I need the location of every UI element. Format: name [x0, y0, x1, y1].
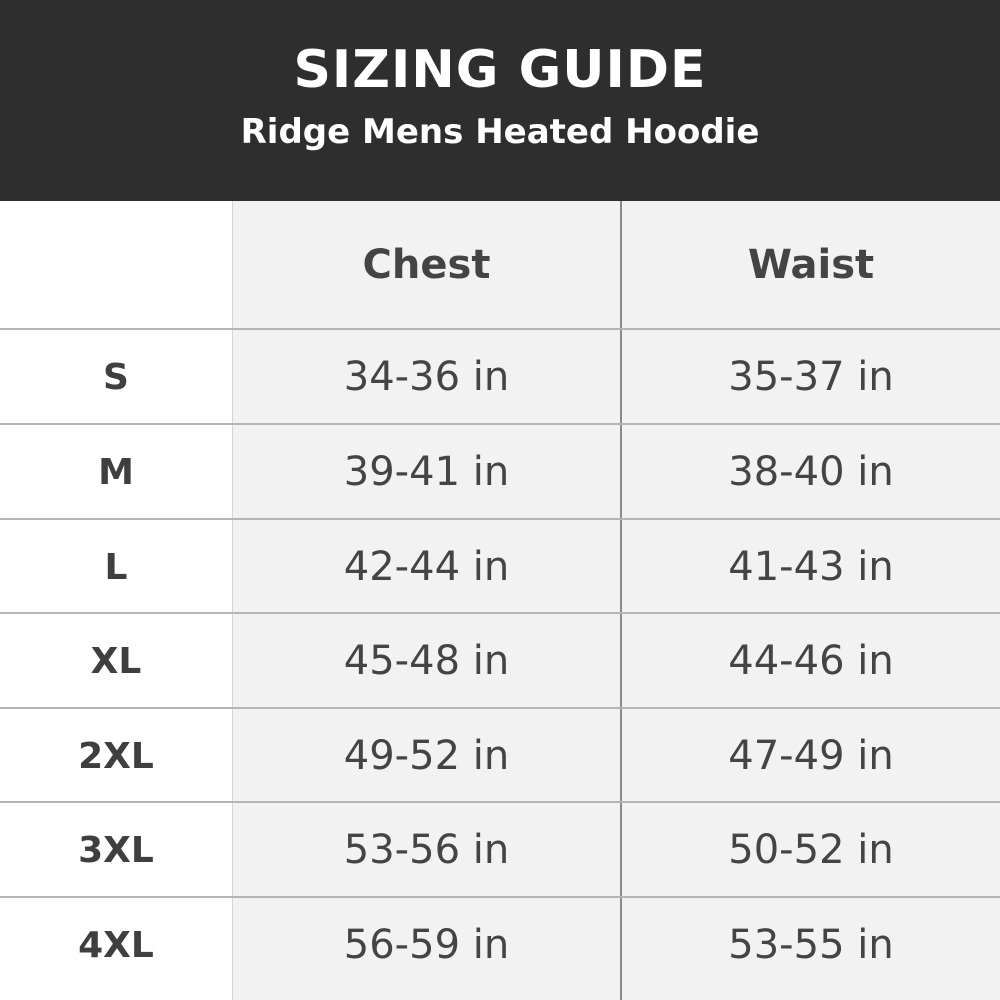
size-cell: 3XL: [78, 829, 154, 871]
chest-cell: 34-36 in: [343, 354, 510, 401]
size-cell: 4XL: [78, 924, 154, 966]
waist-cell: 38-40 in: [728, 449, 894, 496]
chest-cell: 42-44 in: [343, 544, 510, 591]
column-divider: [620, 201, 622, 1000]
waist-cell: 47-49 in: [728, 733, 894, 780]
chest-cell: 56-59 in: [343, 922, 510, 969]
table-row: XL 45-48 in 44-46 in: [0, 614, 1000, 709]
size-cell: S: [103, 356, 129, 398]
chest-cell: 45-48 in: [343, 638, 510, 685]
waist-cell: 50-52 in: [728, 827, 894, 874]
table-row: 2XL 49-52 in 47-49 in: [0, 709, 1000, 804]
table-header-row: Chest Waist: [0, 201, 1000, 328]
table-row: M 39-41 in 38-40 in: [0, 425, 1000, 520]
waist-cell: 53-55 in: [728, 922, 894, 969]
row-divider: [0, 518, 1000, 520]
waist-cell: 41-43 in: [728, 544, 894, 591]
sizing-table: Chest Waist S 34-36 in 35-37 in M 39-41 in 38…: [0, 201, 1000, 1000]
row-divider: [0, 896, 1000, 898]
table-row: 4XL 56-59 in 53-55 in: [0, 898, 1000, 993]
data-columns-background: [232, 201, 1000, 1000]
size-cell: 2XL: [78, 735, 154, 777]
header-banner: SIZING GUIDE Ridge Mens Heated Hoodie: [0, 0, 1000, 201]
row-divider: [0, 707, 1000, 709]
table-row: 3XL 53-56 in 50-52 in: [0, 803, 1000, 898]
size-cell: M: [98, 451, 134, 493]
waist-cell: 44-46 in: [728, 638, 894, 685]
table-row: L 42-44 in 41-43 in: [0, 520, 1000, 615]
chest-cell: 39-41 in: [343, 449, 510, 496]
page-title: SIZING GUIDE: [293, 40, 707, 100]
row-divider: [0, 801, 1000, 803]
row-divider: [0, 328, 1000, 330]
waist-cell: 35-37 in: [728, 354, 894, 401]
chest-cell: 49-52 in: [343, 733, 510, 780]
table-row: S 34-36 in 35-37 in: [0, 330, 1000, 425]
column-header-chest: Chest: [362, 241, 491, 288]
chest-cell: 53-56 in: [343, 827, 510, 874]
column-divider: [232, 201, 233, 1000]
product-name: Ridge Mens Heated Hoodie: [240, 112, 760, 152]
row-divider: [0, 423, 1000, 425]
size-cell: XL: [90, 640, 142, 682]
row-divider: [0, 612, 1000, 614]
column-header-waist: Waist: [747, 241, 875, 288]
size-cell: L: [104, 546, 128, 588]
